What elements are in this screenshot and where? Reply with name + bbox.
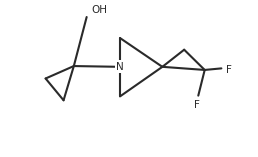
Text: F: F: [226, 65, 232, 75]
Text: OH: OH: [92, 5, 108, 16]
Text: N: N: [116, 62, 124, 72]
Text: F: F: [194, 100, 200, 110]
